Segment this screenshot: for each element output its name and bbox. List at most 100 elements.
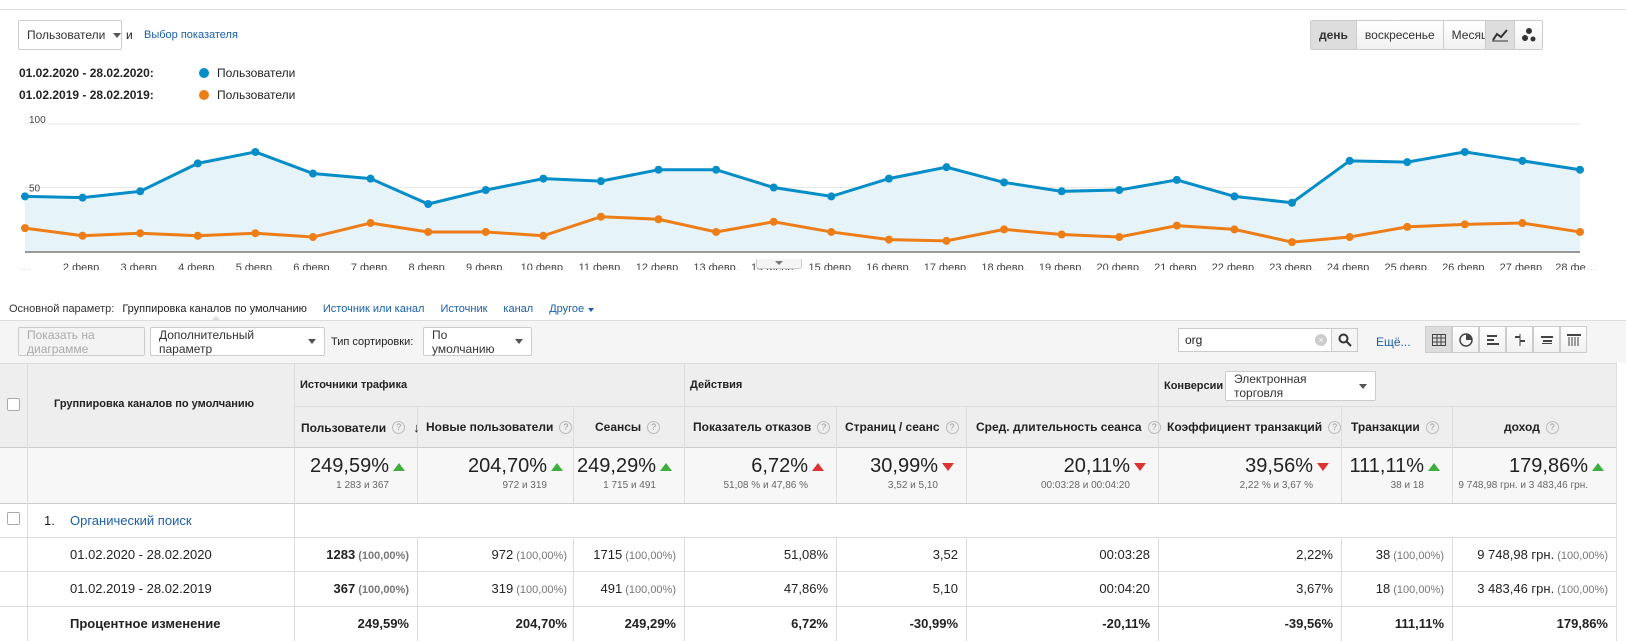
cell-number: 1715 [593, 547, 623, 562]
data-point [1460, 147, 1469, 156]
help-icon[interactable]: ? [945, 420, 959, 434]
period-day-button[interactable]: день [1311, 21, 1356, 49]
column-new-users[interactable]: Новые пользователи? [426, 420, 573, 434]
period-week-button[interactable]: воскресенье [1355, 21, 1443, 49]
arrow-down-icon [1317, 462, 1329, 471]
help-icon[interactable]: ? [1425, 420, 1439, 434]
column-users[interactable]: Пользователи? ↓ [301, 420, 420, 435]
help-icon[interactable]: ? [647, 420, 661, 434]
chart-collapse-handle[interactable] [756, 259, 802, 269]
x-tick-label: 19 февр. [1039, 262, 1084, 270]
clear-search-icon[interactable]: × [1315, 334, 1327, 346]
chevron-down-icon [113, 32, 122, 38]
data-point [1345, 156, 1354, 165]
x-tick-label: 28 фе… [1555, 262, 1596, 270]
data-point [1288, 238, 1297, 247]
column-avg-session-duration[interactable]: Сред. длительность сеанса? [976, 420, 1161, 434]
data-point [424, 227, 433, 236]
dimension-source-medium-link[interactable]: Источник или канал [322, 303, 425, 315]
x-tick-label: 24 февр. [1327, 262, 1372, 270]
search-input[interactable]: org [1185, 333, 1203, 347]
view-comparison-button[interactable] [1506, 326, 1533, 353]
cell-number: 2,22% [1296, 547, 1333, 562]
motion-chart-button[interactable] [1514, 21, 1542, 49]
cell-number: 491 [600, 581, 623, 596]
sort-type-select[interactable]: По умолчанию [423, 327, 532, 356]
row-index: 1. [44, 513, 55, 528]
column-ecommerce-conversion-rate[interactable]: Коэффициент транзакций? [1167, 420, 1342, 434]
help-icon[interactable]: ? [817, 420, 831, 434]
cell-value: -30,99% [910, 616, 958, 631]
cell-number: 9 748,98 грн. [1477, 547, 1555, 562]
chevron-down-icon [515, 339, 523, 344]
sort-arrow-icon: ↓ [413, 420, 420, 435]
cell-number: 249,59% [357, 616, 409, 631]
period-buttons: день воскресенье Месяц [1310, 20, 1497, 50]
line-chart-button[interactable] [1486, 21, 1514, 49]
row-channel-link[interactable]: Органический поиск [70, 513, 192, 528]
data-point [596, 177, 605, 186]
cell-value: -20,11% [1102, 616, 1150, 631]
dimension-medium-link[interactable]: канал [503, 303, 534, 315]
column-sessions[interactable]: Сеансы? [595, 420, 661, 434]
data-point [366, 174, 375, 183]
help-icon[interactable]: ? [559, 420, 573, 434]
search-button[interactable] [1331, 329, 1357, 351]
cell-value: 491 (100,00%) [600, 581, 676, 596]
cell-value: 111,11% [1395, 616, 1444, 631]
grid-icon [1431, 333, 1446, 346]
data-point [78, 231, 87, 240]
choose-metric-link[interactable]: Выбор показателя [144, 29, 238, 41]
legend-dates: 01.02.2019 - 28.02.2019: [19, 88, 154, 102]
summary-percent: 30,99% [870, 455, 938, 477]
row-label: 01.02.2019 - 28.02.2019 [70, 581, 212, 596]
x-tick-label: 13 февр. [693, 262, 738, 270]
summary-value: 249,59% [310, 455, 405, 478]
view-term-cloud-button[interactable] [1533, 326, 1560, 353]
arrow-up-icon [660, 462, 672, 471]
row-checkbox[interactable] [7, 512, 20, 525]
data-point [539, 231, 548, 240]
view-pivot-button[interactable] [1560, 326, 1587, 353]
data-point [193, 231, 202, 240]
more-options-link[interactable]: Ещё... [1376, 335, 1411, 349]
summary-value: 20,11% [1064, 455, 1146, 478]
data-point [1000, 225, 1009, 234]
data-point [481, 227, 490, 236]
x-tick-label: 16 февр. [866, 262, 911, 270]
data-point [1460, 220, 1469, 229]
summary-value: 204,70% [468, 455, 563, 478]
data-point [769, 183, 778, 192]
dimension-column-header[interactable]: Группировка каналов по умолчанию [54, 398, 255, 410]
arrow-up-icon [551, 462, 563, 471]
legend-label: Пользователи [217, 66, 296, 80]
y-tick-label: 50 [29, 184, 41, 195]
summary-detail: 3,52 и 5,10 [887, 480, 938, 491]
column-pages-per-session[interactable]: Страниц / сеанс? [845, 420, 959, 434]
view-table-button[interactable] [1425, 326, 1452, 353]
column-transactions[interactable]: Транзакции? [1351, 420, 1439, 434]
cell-number: 179,86% [1556, 616, 1608, 631]
metric-select[interactable]: Пользователи [18, 20, 122, 50]
dimension-other-link[interactable]: Другое [549, 303, 585, 315]
legend-row-current: 01.02.2020 - 28.02.2020: Пользователи [19, 66, 295, 80]
group-traffic-sources: Источники трафика [300, 379, 408, 391]
pivot-icon [1566, 333, 1581, 346]
conversion-goal-select[interactable]: Электронная торговля [1225, 371, 1376, 401]
column-bounce-rate[interactable]: Показатель отказов? [693, 420, 831, 434]
plot-rows-button[interactable]: Показать на диаграмме [18, 327, 145, 356]
column-revenue[interactable]: доход? [1504, 420, 1559, 434]
data-point [21, 192, 29, 201]
help-icon[interactable]: ? [1147, 420, 1161, 434]
help-icon[interactable]: ? [1545, 420, 1559, 434]
dimension-source-link[interactable]: Источник [440, 303, 488, 315]
help-icon[interactable]: ? [1328, 420, 1342, 434]
help-icon[interactable]: ? [392, 421, 406, 434]
group-behavior: Действия [690, 379, 743, 391]
view-pie-button[interactable] [1452, 326, 1479, 353]
summary-detail: 51,08 % и 47,86 % [723, 480, 808, 491]
secondary-dimension-select[interactable]: Дополнительный параметр [150, 327, 325, 356]
cell-value: 179,86% [1557, 616, 1608, 631]
select-all-checkbox[interactable] [7, 398, 20, 411]
view-performance-button[interactable] [1479, 326, 1506, 353]
